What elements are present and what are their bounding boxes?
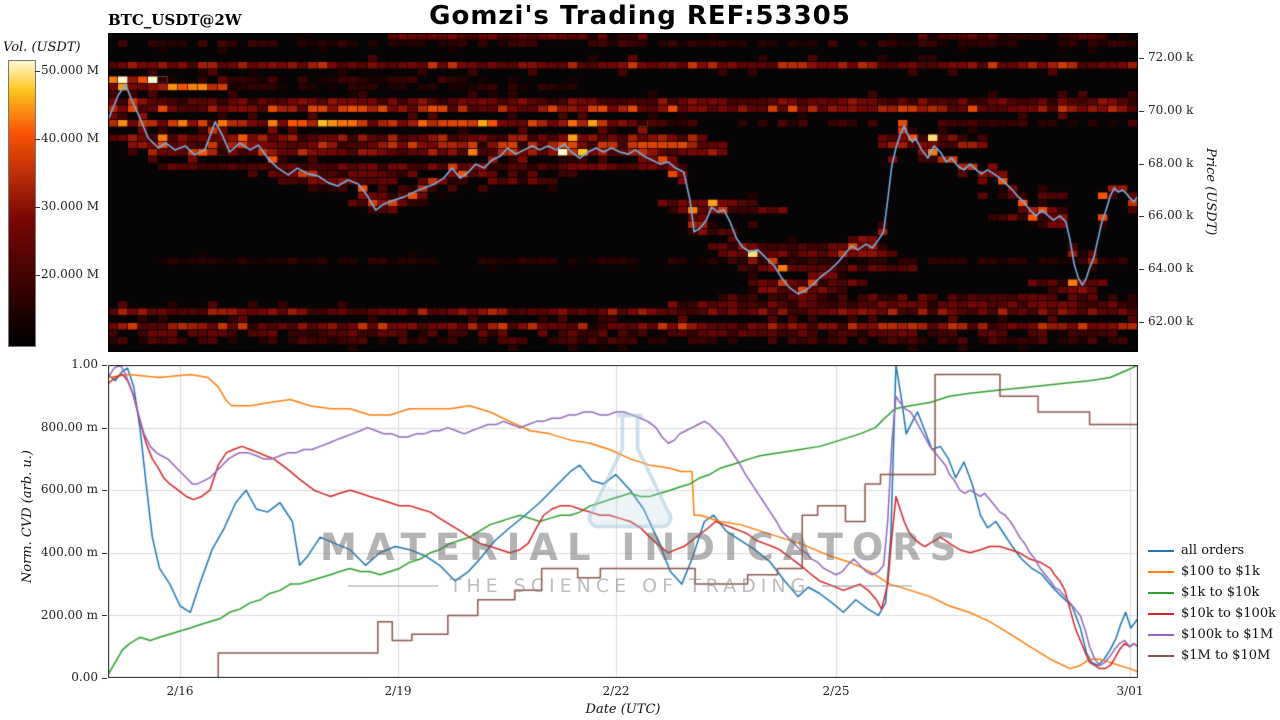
cvd-chart-canvas [108,365,1138,678]
legend-swatch [1148,654,1174,657]
legend-swatch [1148,612,1174,615]
cvd-tick-label: 800.00 m [40,420,98,434]
date-tick-label: 2/25 [822,684,850,698]
cvd-tick-label: 400.00 m [40,545,98,559]
colorbar-tick-label: 30.000 M [41,199,100,213]
legend-label: $1M to $10M [1181,648,1271,663]
price-heatmap-canvas [108,33,1138,352]
x-axis-title: Date (UTC) [585,702,661,717]
tick-mark [1139,164,1144,165]
colorbar-tick-label: 20.000 M [41,267,100,281]
date-tick-label: 2/22 [602,684,630,698]
tick-mark [35,139,40,140]
tick-mark [102,615,107,616]
price-tick-label: 64.00 k [1148,261,1194,275]
tick-mark [102,678,107,679]
date-tick-label: 3/01 [1116,684,1144,698]
price-tick-label: 62.00 k [1148,314,1194,328]
legend-label: $1k to $10k [1181,585,1260,600]
tick-mark [1139,269,1144,270]
cvd-tick-label: 200.00 m [40,608,98,622]
price-tick-label: 66.00 k [1148,208,1194,222]
tick-mark [1139,322,1144,323]
legend-swatch [1148,591,1174,594]
price-tick-label: 72.00 k [1148,50,1194,64]
tick-mark [102,428,107,429]
legend-item: all orders [1148,540,1276,561]
cvd-tick-label: 1.00 [71,357,98,371]
tick-mark [35,275,40,276]
legend-swatch [1148,549,1174,552]
legend-label: $100k to $1M [1181,627,1274,642]
legend-item: $100k to $1M [1148,624,1276,645]
page-title: Gomzi's Trading REF:53305 [429,1,851,31]
colorbar [8,60,36,347]
legend-swatch [1148,633,1174,636]
tick-mark [35,207,40,208]
legend-item: $1k to $10k [1148,582,1276,603]
cvd-axis-title: Norm. CVD (arb. u.) [20,450,35,584]
tick-mark [102,490,107,491]
legend-item: $1M to $10M [1148,645,1276,666]
price-axis-title: Price (USDT) [1203,148,1218,236]
colorbar-tick-label: 40.000 M [41,131,100,145]
colorbar-title: Vol. (USDT) [3,40,81,55]
legend: all orders $100 to $1k $1k to $10k $10k … [1148,540,1276,666]
price-tick-label: 70.00 k [1148,103,1194,117]
date-tick-label: 2/19 [384,684,412,698]
legend-item: $100 to $1k [1148,561,1276,582]
tick-mark [1139,111,1144,112]
price-tick-label: 68.00 k [1148,156,1194,170]
tick-mark [35,71,40,72]
tick-mark [1139,58,1144,59]
tick-mark [102,365,107,366]
legend-label: $100 to $1k [1181,564,1260,579]
date-tick-label: 2/16 [166,684,194,698]
colorbar-tick-label: 50.000 M [41,63,100,77]
legend-item: $10k to $100k [1148,603,1276,624]
cvd-tick-label: 0.00 [71,670,98,684]
symbol-label: BTC_USDT@2W [108,11,242,29]
legend-label: all orders [1181,543,1245,558]
cvd-tick-label: 600.00 m [40,482,98,496]
tick-mark [102,553,107,554]
legend-swatch [1148,570,1174,573]
tick-mark [1139,216,1144,217]
legend-label: $10k to $100k [1181,606,1276,621]
